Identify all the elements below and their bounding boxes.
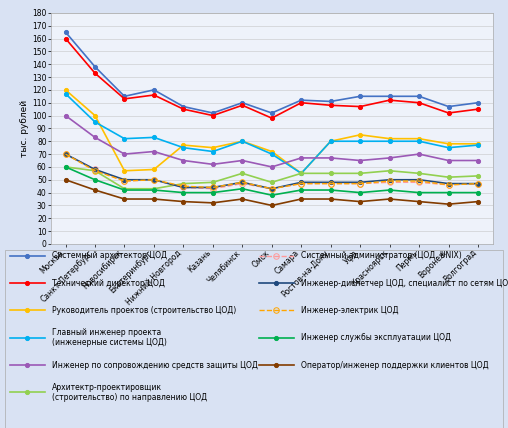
Text: Инженер службы эксплуатации ЦОД: Инженер службы эксплуатации ЦОД: [301, 333, 451, 342]
Y-axis label: тыс. рублей: тыс. рублей: [20, 100, 29, 157]
Text: Архитектр-проектировщик
(строительство) по направлению ЦОД: Архитектр-проектировщик (строительство) …: [52, 383, 207, 402]
Text: Технический директор ЦОД: Технический директор ЦОД: [52, 279, 165, 288]
Text: Системный администратор (ЦОД, UNIX): Системный администратор (ЦОД, UNIX): [301, 251, 462, 260]
Text: Оператор/инженер поддержки клиентов ЦОД: Оператор/инженер поддержки клиентов ЦОД: [301, 360, 489, 369]
Text: Главный инженер проекта
(инженерные системы ЦОД): Главный инженер проекта (инженерные сист…: [52, 328, 167, 348]
Text: Инженер-электрик ЦОД: Инженер-электрик ЦОД: [301, 306, 399, 315]
Text: Инженер-диспетчер ЦОД, специалист по сетям ЦОД: Инженер-диспетчер ЦОД, специалист по сет…: [301, 279, 508, 288]
Text: Системный архитектор ЦОД: Системный архитектор ЦОД: [52, 251, 167, 260]
Text: Инженер по сопровождению средств защиты ЦОД: Инженер по сопровождению средств защиты …: [52, 360, 258, 369]
Text: Руководитель проектов (строительство ЦОД): Руководитель проектов (строительство ЦОД…: [52, 306, 237, 315]
